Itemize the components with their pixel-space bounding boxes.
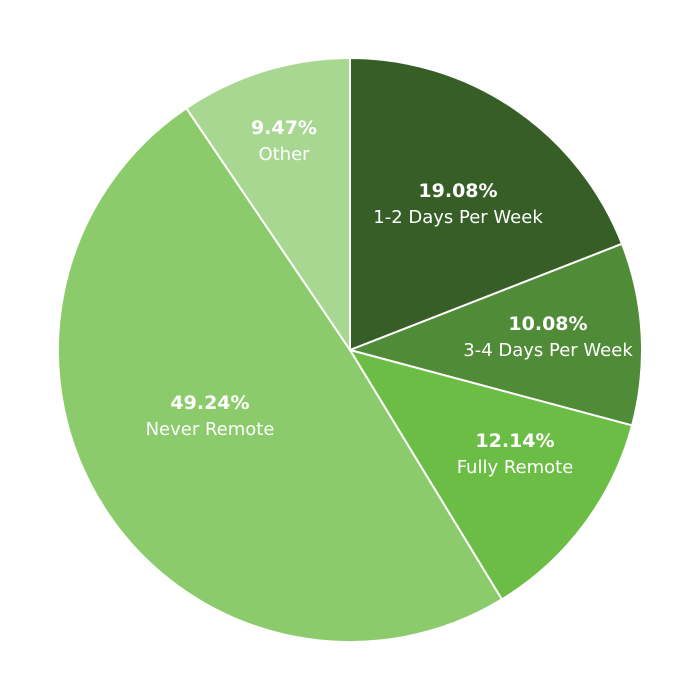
pie-slice-other bbox=[184, 56, 351, 354]
labels-layer: 19.08% 1-2 Days Per Week 10.08% 3-4 Days Pe… bbox=[146, 117, 634, 478]
slice-category-label: Other bbox=[258, 144, 310, 165]
slice-value-label: 9.47% bbox=[251, 117, 317, 139]
slice-value-label: 10.08% bbox=[508, 313, 587, 335]
slice-category-label: 1-2 Days Per Week bbox=[373, 207, 543, 228]
pie-slice-never-remote bbox=[56, 106, 504, 644]
slice-category-label: 3-4 Days Per Week bbox=[463, 340, 633, 361]
pie-slice-3-4-days-per-week bbox=[346, 242, 643, 427]
slice-category-label: Never Remote bbox=[146, 419, 275, 440]
pie-slice-fully-remote bbox=[347, 348, 634, 601]
slice-value-label: 49.24% bbox=[170, 392, 249, 414]
slice-value-label: 19.08% bbox=[418, 180, 497, 202]
slice-category-label: Fully Remote bbox=[457, 457, 574, 478]
pie-slice-1-2-days-per-week bbox=[349, 56, 624, 352]
slices-layer bbox=[56, 56, 643, 644]
slice-value-label: 12.14% bbox=[475, 430, 554, 452]
